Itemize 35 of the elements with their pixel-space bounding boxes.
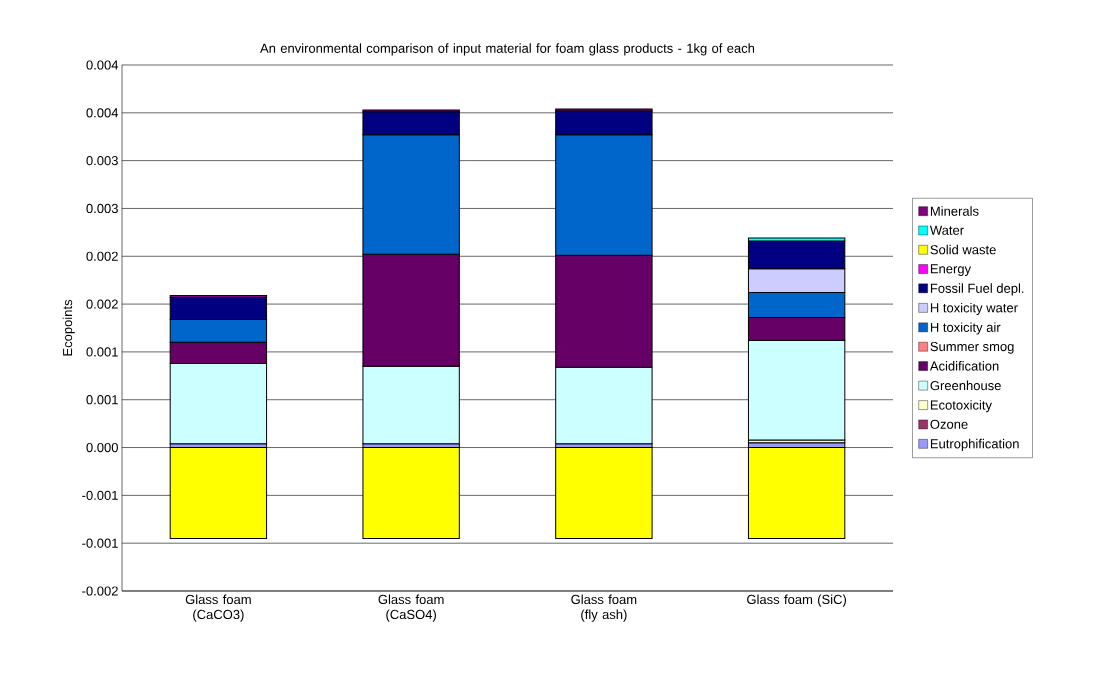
- y-tick-label: 0.000: [86, 442, 118, 453]
- legend-label: Ecotoxicity: [930, 400, 992, 413]
- bar: [362, 447, 460, 539]
- bar: [169, 447, 268, 539]
- legend-label: Ozone: [930, 419, 968, 429]
- x-tick-label: Glass foam (CaSO4): [378, 594, 444, 622]
- bar: [555, 447, 653, 539]
- y-tick-label: 0.003: [86, 156, 118, 166]
- y-tick-label: 0.001: [86, 347, 118, 357]
- bar: [747, 447, 846, 539]
- legend-label: H toxicity water: [930, 302, 1018, 315]
- y-axis-title: Ecopoints: [62, 299, 75, 356]
- x-tick-label: Glass foam (fly ash): [571, 594, 637, 622]
- x-tick-label: Glass foam (CaCO3): [185, 594, 251, 622]
- legend-label: Eutrophification: [930, 438, 1019, 451]
- y-tick-label: 0.003: [86, 203, 118, 214]
- y-tick-label: 0.004: [86, 60, 119, 70]
- legend-label: H toxicity air: [930, 322, 1001, 335]
- legend-label: Summer smog: [930, 341, 1014, 354]
- legend-label: Water: [929, 225, 964, 235]
- y-tick-label: -0.002: [82, 586, 118, 596]
- y-tick-label: 0.001: [86, 395, 118, 405]
- legend-label: Energy: [930, 264, 972, 276]
- legend-label: Fossil Fuel depl.: [930, 283, 1024, 296]
- legend-label: Solid waste: [930, 244, 996, 255]
- legend-label: Greenhouse: [930, 380, 1001, 391]
- y-tick-label: 0.002: [86, 299, 118, 309]
- legend-label: Minerals: [930, 206, 979, 216]
- y-tick-label: 0.004: [86, 108, 119, 118]
- x-tick-label: Glass foam (SiC): [747, 594, 847, 607]
- chart-title: An environmental comparison of input material for foam glass products - 1kg of each: [260, 43, 755, 56]
- y-tick-label: -0.001: [82, 490, 118, 500]
- y-tick-label: 0.002: [86, 251, 118, 261]
- y-tick-label: -0.001: [82, 538, 118, 548]
- legend-label: Acidification: [929, 361, 999, 371]
